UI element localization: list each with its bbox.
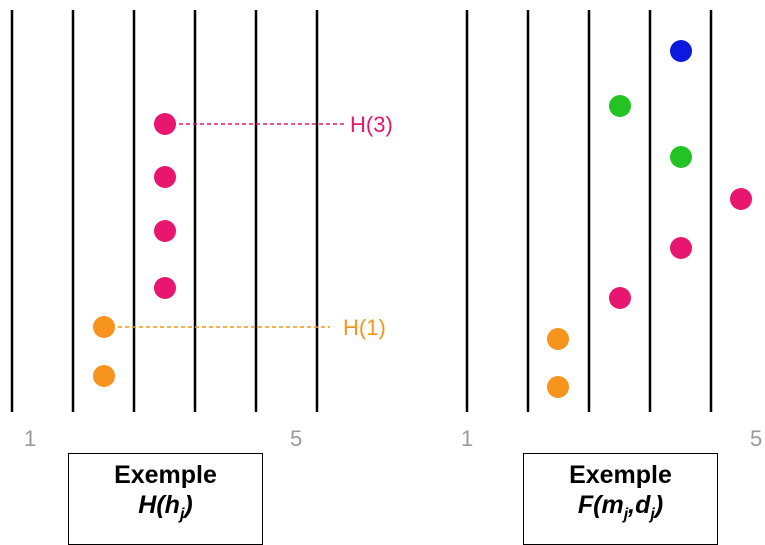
left-caption-formula: H(hj) [69, 490, 262, 523]
left-formula-close: ) [184, 491, 193, 519]
left-caption-title: Exemple [114, 461, 217, 489]
right-axis-start-label: 1 [461, 426, 473, 451]
left-formula-sub: j [179, 506, 185, 523]
right-formula-sub2: j [650, 506, 655, 523]
left-panel-lines [10, 10, 319, 412]
left-axis-start-label: 1 [24, 426, 36, 451]
dot-green [609, 95, 631, 117]
dot-magenta [154, 220, 176, 242]
left-caption-box: Exemple H(hj) [68, 453, 263, 545]
dot-magenta [609, 287, 631, 309]
right-panel-lines [465, 10, 713, 412]
dot-magenta [154, 277, 176, 299]
left-formula-fn: H(h [138, 491, 180, 519]
dot-magenta [154, 166, 176, 188]
dot-magenta [670, 237, 692, 259]
right-caption-box: Exemple F(mj,dj) [523, 453, 718, 545]
right-panel-dots [547, 40, 752, 398]
dot-magenta [730, 188, 752, 210]
right-formula-fn: F(m [577, 491, 624, 519]
right-caption-title: Exemple [569, 461, 672, 489]
guide-label-h3: H(3) [350, 112, 393, 137]
dot-orange [547, 376, 569, 398]
left-panel-dots [93, 113, 176, 387]
right-axis-end-label: 5 [750, 426, 762, 451]
right-formula-sub1: j [623, 506, 629, 523]
dot-green [670, 146, 692, 168]
guide-label-h1: H(1) [343, 315, 386, 340]
left-axis-end-label: 5 [290, 426, 302, 451]
dot-orange [93, 316, 115, 338]
dot-orange [93, 365, 115, 387]
right-formula-close: ) [654, 491, 664, 519]
dot-blue [670, 40, 692, 62]
right-formula-mid: ,d [628, 491, 651, 519]
right-caption-formula: F(mj,dj) [524, 490, 717, 523]
dot-magenta [154, 113, 176, 135]
dot-orange [547, 328, 569, 350]
